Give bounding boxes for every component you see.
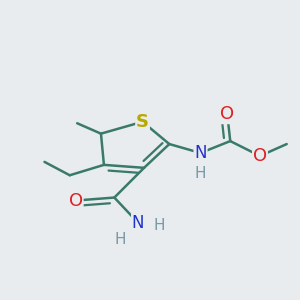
Text: H: H [195,166,206,181]
Text: O: O [220,105,234,123]
Text: O: O [69,191,83,209]
Text: O: O [253,147,267,165]
Text: N: N [194,144,207,162]
Text: H: H [153,218,165,233]
Text: N: N [132,214,144,232]
Text: H: H [115,232,126,247]
Text: S: S [136,113,149,131]
